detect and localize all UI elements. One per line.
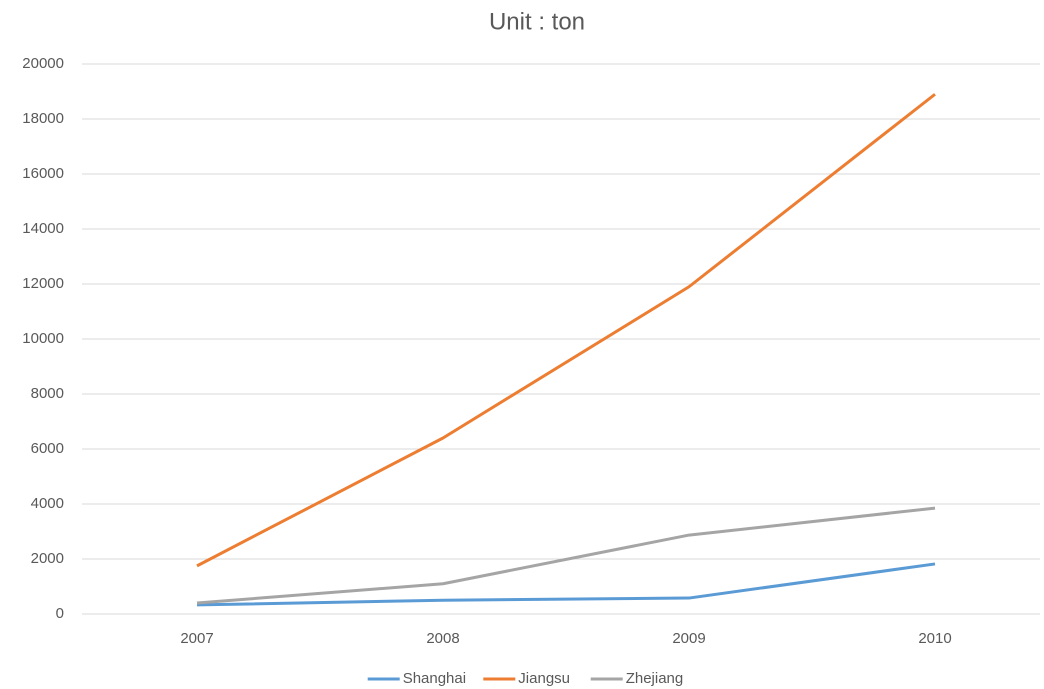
x-tick-label: 2010 [918, 630, 951, 647]
y-tick-label: 14000 [22, 220, 64, 237]
chart-title: Unit : ton [489, 8, 585, 35]
y-tick-label: 20000 [22, 55, 64, 72]
y-tick-label: 8000 [31, 385, 64, 402]
y-tick-label: 4000 [31, 495, 64, 512]
x-tick-label: 2008 [426, 630, 459, 647]
y-tick-label: 10000 [22, 330, 64, 347]
legend-label: Zhejiang [626, 670, 684, 687]
y-tick-label: 16000 [22, 165, 64, 182]
y-tick-label: 0 [56, 605, 64, 622]
x-tick-label: 2009 [672, 630, 705, 647]
y-tick-label: 2000 [31, 550, 64, 567]
series-line [196, 562, 936, 607]
y-tick-label: 12000 [22, 275, 64, 292]
series-line [196, 506, 936, 605]
y-tick-label: 18000 [22, 110, 64, 127]
series-line [196, 93, 936, 568]
x-tick-label: 2007 [180, 630, 213, 647]
legend-label: Jiangsu [518, 670, 570, 687]
y-tick-label: 6000 [31, 440, 64, 457]
legend-label: Shanghai [403, 670, 466, 687]
